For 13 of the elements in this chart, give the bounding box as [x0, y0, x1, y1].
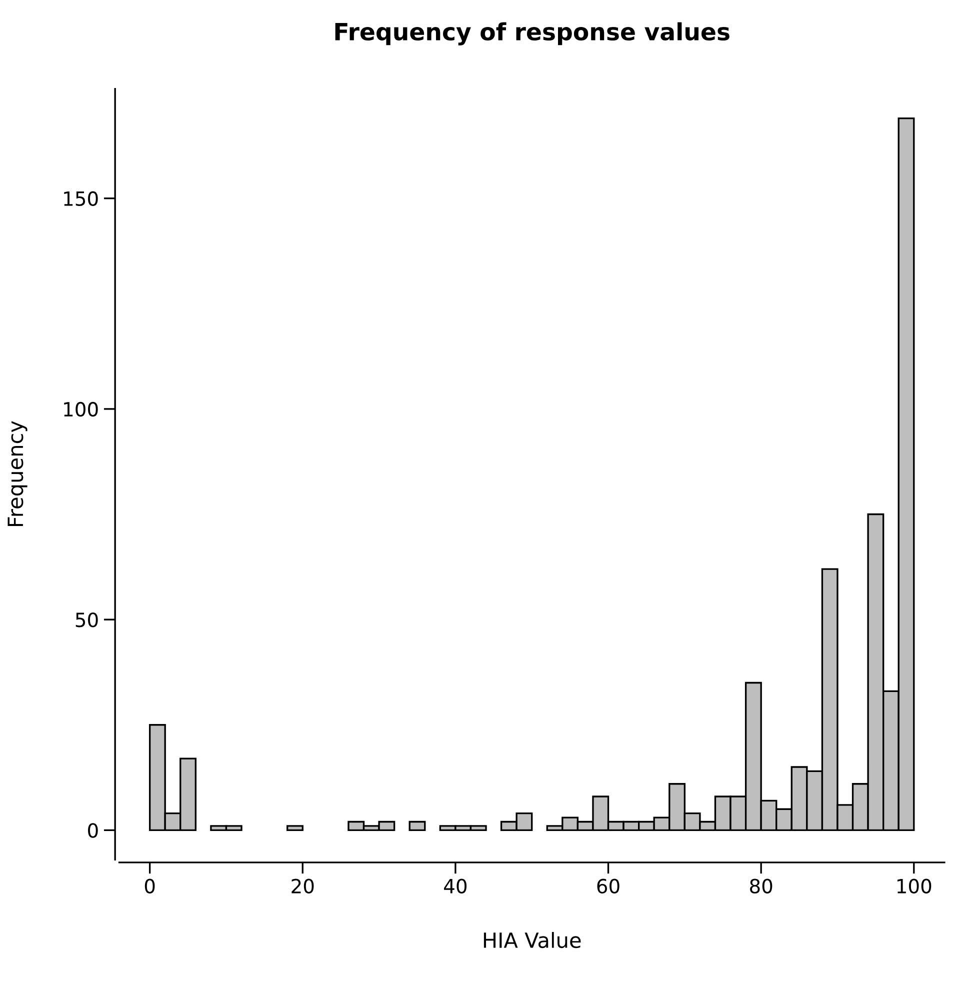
chart-title: Frequency of response values	[335, 22, 730, 46]
x-tick-label: 80	[750, 878, 772, 894]
x-tick-label: 0	[144, 878, 155, 894]
y-tick-label: 150	[64, 191, 98, 206]
x-tick-label: 60	[597, 878, 620, 894]
y-tick-label: 0	[88, 823, 98, 838]
y-tick-label: 100	[64, 402, 98, 417]
x-tick-label: 100	[897, 878, 932, 894]
x-axis-title: HIA Value	[484, 932, 581, 948]
y-axis-title: Frequency	[8, 421, 28, 526]
x-tick-label: 40	[444, 878, 467, 894]
y-tick-label: 50	[76, 612, 98, 628]
x-tick-label: 20	[292, 878, 314, 894]
